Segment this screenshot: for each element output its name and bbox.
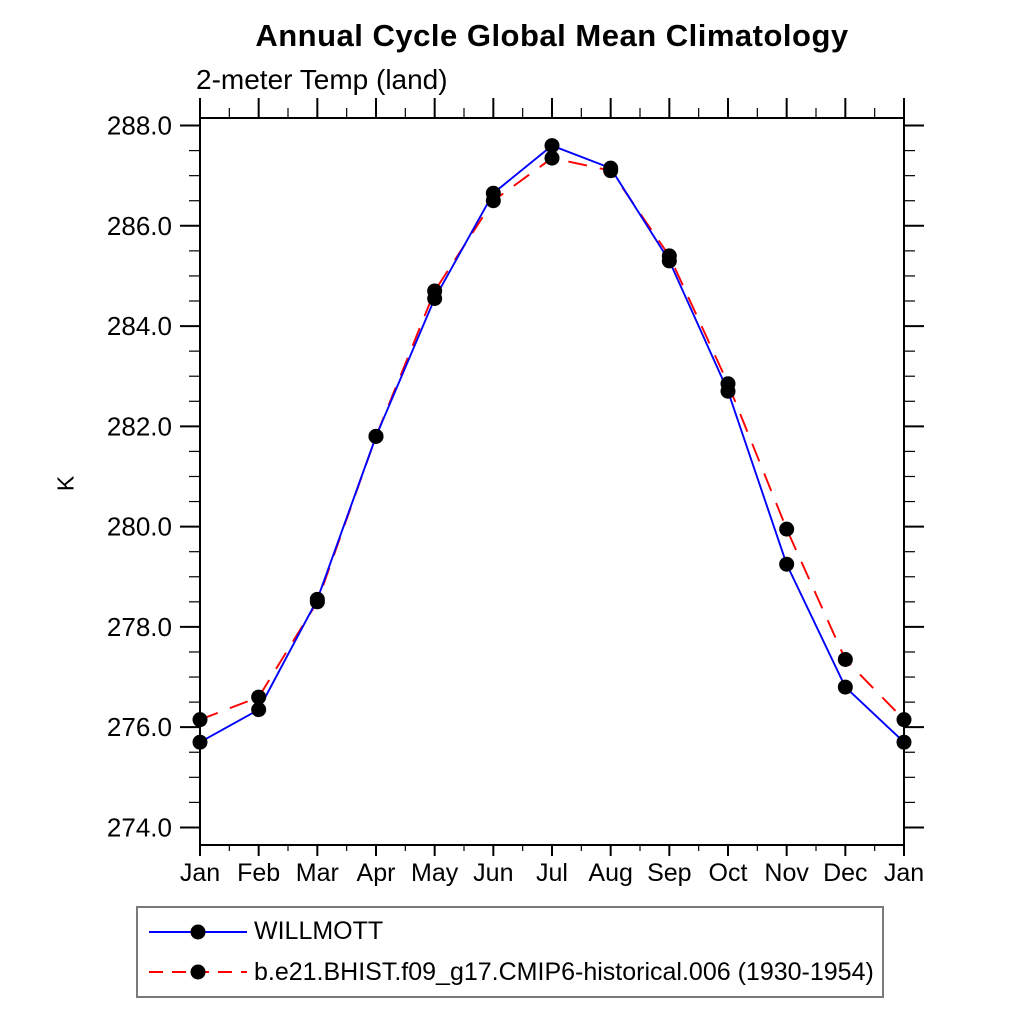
- x-tick-labels: Jan Feb Mar Apr May Jun Jul Aug Sep Oct Nov Dec Jan: [180, 859, 924, 887]
- legend-line-sample-dashed: [149, 964, 247, 980]
- legend-entry-model: b.e21.BHIST.f09_g17.CMIP6-historical.006…: [146, 955, 882, 989]
- x-tick-label: Apr: [357, 859, 396, 887]
- x-tick-label: Dec: [823, 859, 867, 887]
- data-point-marker: [309, 594, 325, 610]
- data-point-marker: [427, 283, 443, 299]
- data-point-marker: [720, 376, 736, 392]
- data-point-marker: [368, 428, 384, 444]
- y-tick-label: 274.0: [107, 812, 172, 842]
- legend-label: b.e21.BHIST.f09_g17.CMIP6-historical.006…: [254, 957, 874, 986]
- data-point-markers: [192, 138, 912, 750]
- chart-title: Annual Cycle Global Mean Climatology: [255, 18, 849, 53]
- y-tick-label: 276.0: [107, 712, 172, 742]
- legend-line-sample-solid: [149, 924, 247, 940]
- data-point-marker: [544, 150, 560, 166]
- data-point-marker: [661, 248, 677, 264]
- x-tick-label: May: [411, 859, 459, 887]
- series-line-willmott: [199, 144, 905, 744]
- legend-label: WILLMOTT: [254, 917, 384, 946]
- x-tick-label: Jul: [536, 859, 568, 887]
- x-tick-label: Oct: [709, 859, 748, 887]
- data-point-marker: [837, 651, 853, 667]
- y-tick-labels: 274.0 276.0 278.0 280.0 282.0 284.0 286.0 288.0: [107, 111, 172, 843]
- x-tick-label: Nov: [764, 859, 809, 887]
- axis-ticks: [180, 98, 924, 856]
- x-tick-label: Jun: [473, 859, 513, 887]
- y-tick-label: 282.0: [107, 411, 172, 441]
- legend-entry-willmott: WILLMOTT: [146, 915, 882, 949]
- data-point-marker: [485, 193, 501, 209]
- y-tick-label: 286.0: [107, 211, 172, 241]
- data-point-marker: [896, 734, 912, 750]
- data-point-marker: [251, 702, 267, 718]
- data-point-marker: [192, 712, 208, 728]
- series-line-model: [199, 157, 905, 721]
- data-point-marker: [779, 521, 795, 537]
- data-point-marker: [779, 556, 795, 572]
- y-tick-label: 280.0: [107, 512, 172, 542]
- data-point-marker: [192, 734, 208, 750]
- x-tick-label: Aug: [588, 859, 632, 887]
- y-tick-label: 284.0: [107, 311, 172, 341]
- data-point-marker: [544, 138, 560, 154]
- legend: WILLMOTT b.e21.BHIST.f09_g17.CMIP6-histo…: [136, 906, 884, 998]
- y-tick-label: 288.0: [107, 111, 172, 141]
- legend-marker-dot: [190, 924, 206, 940]
- x-tick-label: Feb: [237, 859, 280, 887]
- x-tick-label: Sep: [647, 859, 691, 887]
- chart-subtitle: 2-meter Temp (land): [196, 64, 448, 95]
- x-tick-label: Jan: [180, 859, 220, 887]
- data-series-lines: [199, 144, 905, 744]
- data-point-marker: [251, 689, 267, 705]
- plot-border-rect: [199, 117, 905, 846]
- legend-marker-dot: [190, 964, 206, 980]
- x-tick-label: Jan: [884, 859, 924, 887]
- plot-border: [199, 117, 905, 846]
- data-point-marker: [896, 712, 912, 728]
- y-tick-label: 278.0: [107, 612, 172, 642]
- data-point-marker: [837, 679, 853, 695]
- data-point-marker: [603, 163, 619, 179]
- x-tick-label: Mar: [296, 859, 339, 887]
